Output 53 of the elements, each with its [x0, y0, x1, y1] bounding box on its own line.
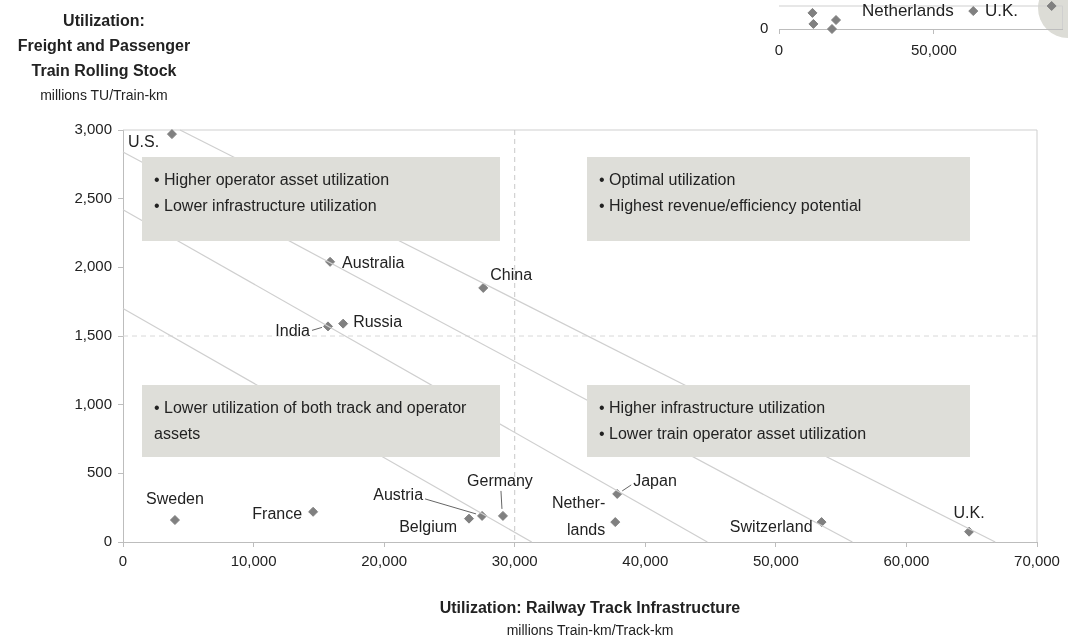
text: Austria: [373, 486, 424, 504]
y-tick-label: 3,000: [74, 120, 112, 138]
series-label: India: [275, 321, 311, 339]
x-axis-title: Utilization: Railway Track Infrastructure millions Train-km/Track-km: [438, 598, 742, 640]
y-tick-label: 1,500: [74, 326, 112, 344]
series-label: Nether- lands: [551, 494, 606, 539]
x-tick-label: 50,000: [752, 552, 799, 570]
series-label: Belgium: [399, 518, 458, 536]
point: [807, 7, 818, 18]
x-tick-label: 0: [118, 552, 128, 570]
series-label: U.K.: [953, 504, 985, 522]
x-tick-label: 70,000: [1014, 552, 1060, 570]
point: [478, 282, 489, 293]
point: [968, 6, 979, 17]
x-tick-label: 50,000: [910, 41, 957, 59]
series-label: France: [252, 505, 303, 523]
y-tick-label: 1,000: [74, 394, 112, 412]
text: 0: [760, 19, 769, 36]
y-axis-title: Utilization: Freight and Passenger Train Rolling Stock millions TU/Train-km: [16, 11, 192, 105]
y-tick-label: 2,000: [74, 257, 112, 275]
point: [826, 24, 837, 34]
y-tick-label: 500: [86, 463, 112, 481]
x-tick-label: 60,000: [883, 552, 930, 570]
series-label: U.S.: [127, 132, 160, 150]
point: [166, 129, 177, 140]
x-tick-label: 20,000: [361, 552, 408, 570]
x-tick-label: 40,000: [622, 552, 669, 570]
point: [808, 18, 819, 29]
point: [169, 515, 180, 526]
annotation: Netherlands: [862, 1, 954, 21]
point: [831, 15, 842, 26]
point: [497, 510, 508, 521]
series-label: Sweden: [146, 490, 204, 508]
note-box: • Optimal utilization • Highest revenue/efficiency potential: [587, 157, 970, 241]
series-label: Russia: [353, 313, 403, 331]
point: [308, 506, 319, 517]
note-box: • Higher infrastructure utilization • Lower train operator asset utilization: [587, 385, 970, 457]
note-box: • Higher operator asset utilization • Lower infrastructure utilization: [142, 157, 500, 241]
annotation: U.K.: [985, 1, 1019, 21]
series-label: Australia: [342, 254, 405, 272]
point: [338, 318, 349, 329]
point: [464, 513, 475, 524]
note-box: • Lower utilization of both track and operator assets: [142, 385, 500, 457]
x-tick-label: 10,000: [230, 552, 277, 570]
point: [610, 517, 621, 528]
series-label: Japan: [633, 472, 677, 490]
point: [1046, 1, 1057, 11]
series-label: Switzerland: [729, 518, 813, 536]
series-label: China: [490, 266, 533, 284]
series-label: Germany: [467, 472, 533, 490]
x-tick-label: 30,000: [491, 552, 538, 570]
y-tick-label: 0: [103, 532, 112, 550]
y-tick-label: 2,500: [74, 188, 112, 206]
